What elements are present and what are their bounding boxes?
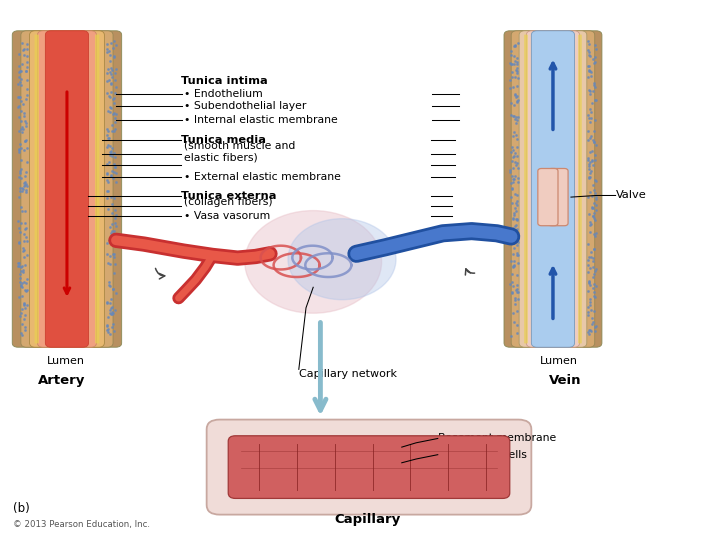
FancyBboxPatch shape: [95, 35, 99, 343]
Circle shape: [288, 219, 396, 300]
Text: • External elastic membrane: • External elastic membrane: [184, 172, 341, 181]
Text: Valve: Valve: [616, 191, 647, 200]
Text: © 2013 Pearson Education, Inc.: © 2013 Pearson Education, Inc.: [13, 521, 150, 529]
FancyBboxPatch shape: [228, 436, 510, 498]
FancyBboxPatch shape: [531, 31, 575, 347]
Circle shape: [245, 211, 382, 313]
Text: (collagen fibers): (collagen fibers): [184, 197, 272, 207]
FancyBboxPatch shape: [524, 35, 528, 343]
Text: Capillary network: Capillary network: [299, 369, 397, 379]
Text: Capillary: Capillary: [334, 513, 400, 526]
Text: Tunica intima: Tunica intima: [181, 76, 268, 86]
Text: (b): (b): [13, 502, 30, 515]
Text: (smooth muscle and
elastic fibers): (smooth muscle and elastic fibers): [184, 141, 295, 163]
FancyBboxPatch shape: [519, 31, 587, 347]
FancyBboxPatch shape: [30, 31, 104, 347]
Text: • Subendothelial layer: • Subendothelial layer: [184, 102, 306, 111]
Text: Tunica media: Tunica media: [181, 136, 266, 145]
FancyBboxPatch shape: [37, 31, 96, 347]
FancyBboxPatch shape: [511, 31, 595, 347]
Text: Lumen: Lumen: [540, 356, 578, 366]
FancyBboxPatch shape: [45, 31, 89, 347]
Text: Endothelial cells: Endothelial cells: [438, 450, 526, 460]
FancyBboxPatch shape: [21, 31, 113, 347]
FancyBboxPatch shape: [35, 35, 39, 343]
FancyBboxPatch shape: [538, 168, 558, 226]
FancyBboxPatch shape: [526, 31, 580, 347]
Text: Vein: Vein: [549, 374, 582, 387]
Text: Basement membrane: Basement membrane: [438, 434, 556, 443]
FancyBboxPatch shape: [504, 31, 602, 347]
FancyBboxPatch shape: [207, 420, 531, 515]
Text: Artery: Artery: [38, 374, 86, 387]
Text: • Endothelium: • Endothelium: [184, 89, 262, 99]
Text: • Vasa vasorum: • Vasa vasorum: [184, 211, 270, 221]
FancyBboxPatch shape: [12, 31, 122, 347]
Text: Tunica externa: Tunica externa: [181, 191, 277, 201]
FancyBboxPatch shape: [578, 35, 582, 343]
FancyBboxPatch shape: [548, 168, 568, 226]
Text: Lumen: Lumen: [47, 356, 85, 366]
Text: • Internal elastic membrane: • Internal elastic membrane: [184, 115, 338, 125]
